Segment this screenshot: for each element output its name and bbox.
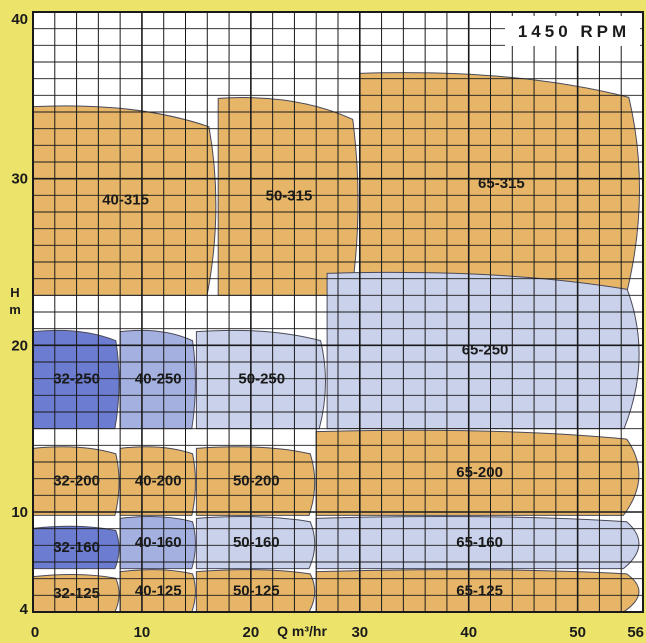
- region-40-200: [119, 446, 196, 516]
- region-label-40-250: 40-250: [135, 371, 182, 388]
- y-tick-label: 30: [11, 171, 28, 188]
- region-label-40-200: 40-200: [135, 472, 182, 489]
- region-40-315: [32, 105, 217, 296]
- region-40-125: [119, 569, 196, 613]
- x-tick-label: 10: [134, 624, 151, 641]
- region-65-250: [326, 271, 640, 430]
- region-40-160: [119, 515, 196, 570]
- x-tick-label: 0: [31, 624, 39, 641]
- region-label-65-125: 65-125: [456, 582, 503, 599]
- region-50-200: [195, 446, 316, 516]
- region-label-32-250: 32-250: [53, 371, 100, 388]
- region-65-160: [315, 515, 640, 570]
- region-65-200: [315, 429, 640, 516]
- y-tick-label: 10: [11, 504, 28, 521]
- region-50-315: [217, 97, 359, 296]
- regions-layer: [32, 72, 641, 613]
- y-tick-label: 40: [11, 11, 28, 28]
- region-label-50-160: 50-160: [233, 534, 280, 551]
- region-label-50-200: 50-200: [233, 472, 280, 489]
- chart-title: 1450 RPM: [518, 22, 630, 41]
- x-tick-label: 40: [460, 624, 477, 641]
- region-label-50-315: 50-315: [266, 187, 313, 204]
- y-tick-label: 4: [20, 601, 29, 618]
- region-label-65-250: 65-250: [462, 342, 509, 359]
- region-label-40-125: 40-125: [135, 582, 182, 599]
- region-label-32-200: 32-200: [53, 472, 100, 489]
- region-label-50-250: 50-250: [238, 371, 285, 388]
- region-40-250: [119, 329, 196, 430]
- plot-border: [32, 11, 644, 613]
- region-50-125: [195, 569, 316, 613]
- region-label-32-125: 32-125: [53, 585, 100, 602]
- region-65-125: [315, 569, 640, 613]
- x-axis-label: Q m³/hr: [277, 623, 327, 639]
- region-label-65-160: 65-160: [456, 534, 503, 551]
- x-tick-label: 56: [627, 624, 644, 641]
- title-box: [505, 16, 640, 46]
- x-tick-label: 50: [569, 624, 586, 641]
- region-label-40-315: 40-315: [102, 192, 149, 209]
- x-tick-label: 30: [351, 624, 368, 641]
- ticks-layer: 0 10 20 30 40 50 56 4 10 20 30 40: [11, 11, 644, 641]
- region-50-160: [195, 515, 316, 570]
- region-label-40-160: 40-160: [135, 534, 182, 551]
- x-tick-label: 20: [243, 624, 260, 641]
- region-label-32-160: 32-160: [53, 539, 100, 556]
- xlabel-box: [264, 618, 340, 640]
- region-label-65-315: 65-315: [478, 175, 525, 192]
- region-label-50-125: 50-125: [233, 582, 280, 599]
- region-label-65-200: 65-200: [456, 464, 503, 481]
- grid-layer: [33, 12, 643, 612]
- y-tick-label: 20: [11, 337, 28, 354]
- labels-layer: 65-315 50-315 40-315 65-250 50-250 40-250 32-2…: [53, 175, 525, 602]
